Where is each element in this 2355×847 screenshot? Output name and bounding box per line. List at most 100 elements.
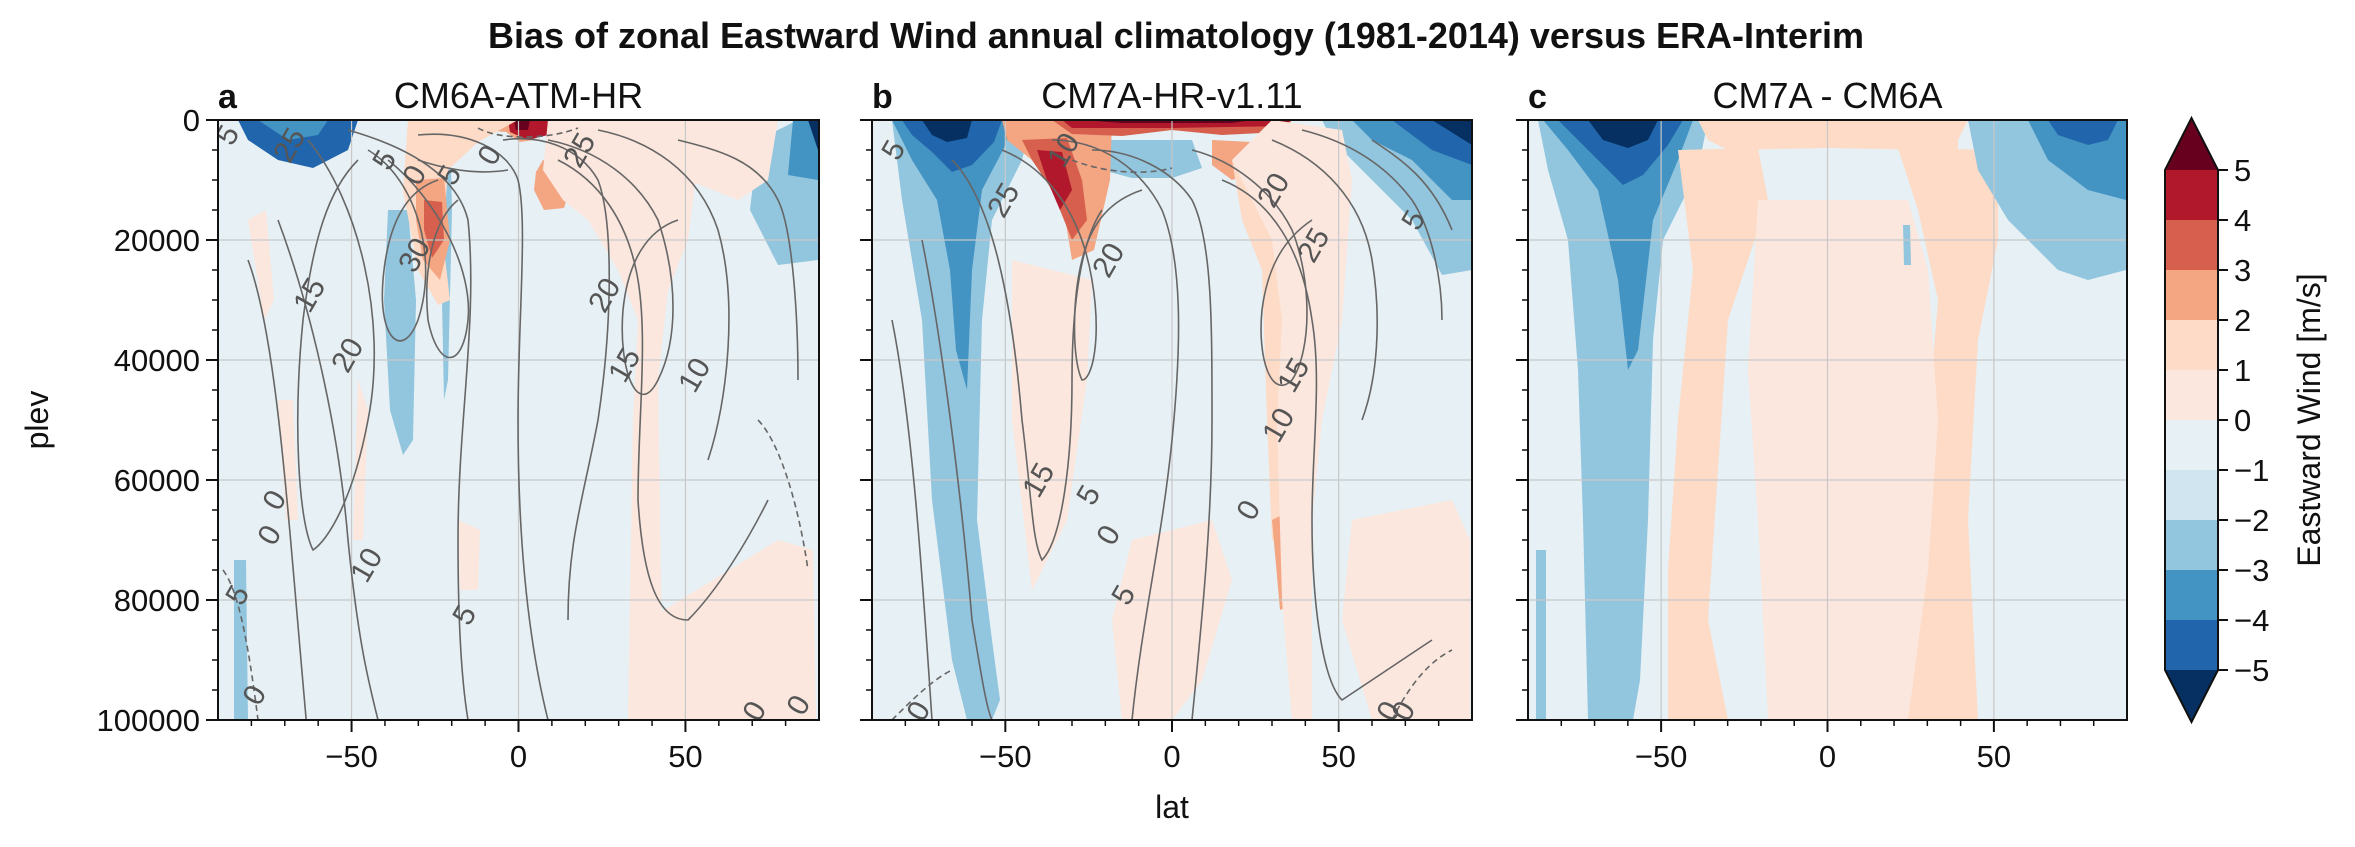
colorbar-segment xyxy=(2165,370,2218,421)
filled-contours xyxy=(892,120,1472,720)
filled-contour-region xyxy=(2048,120,2118,145)
colorbar-segment xyxy=(2165,320,2218,371)
colorbar-segment xyxy=(2165,220,2218,271)
colorbar-segment xyxy=(2165,470,2218,521)
contour-lines xyxy=(891,129,1453,720)
y-tick-label: 100000 xyxy=(97,703,200,738)
colorbar-segment xyxy=(2165,170,2218,221)
colorbar-segment xyxy=(2165,420,2218,471)
x-tick-label: 0 xyxy=(1163,739,1180,774)
filled-contour-region xyxy=(1588,120,1658,148)
colorbar-segment xyxy=(2165,620,2218,671)
filled-contour-region xyxy=(788,120,818,180)
filled-contour-region xyxy=(892,120,1012,390)
filled-contour-region xyxy=(258,120,328,140)
filled-contour-region xyxy=(1528,545,1536,720)
filled-contour-region xyxy=(1432,120,1472,145)
panel-title: CM6A-ATM-HR xyxy=(394,75,643,116)
x-tick-label: 50 xyxy=(668,739,702,774)
filled-contour-region xyxy=(1903,225,1911,265)
filled-contour-region xyxy=(1232,120,1352,720)
filled-contour-region xyxy=(1037,150,1072,210)
contour-line xyxy=(891,319,933,720)
contour-line xyxy=(387,159,470,359)
contour-line xyxy=(1301,129,1443,321)
colorbar-tick-label: 0 xyxy=(2234,403,2251,438)
filled-contour-region xyxy=(1748,200,1938,720)
axes: −50 0 50 xyxy=(860,119,1440,774)
filled-contour-region xyxy=(278,400,298,520)
filled-contour-region xyxy=(922,120,972,142)
contour-line xyxy=(891,669,953,720)
contour-line xyxy=(1191,149,1313,387)
filled-contour-region xyxy=(424,200,444,258)
colorbar-extend-top xyxy=(2165,118,2218,170)
filled-contour-region xyxy=(238,120,358,168)
filled-contour-region xyxy=(1558,120,1683,185)
contour-line xyxy=(477,127,579,138)
contour-line xyxy=(921,239,993,720)
gridlines xyxy=(872,120,1472,720)
x-axis-label: lat xyxy=(1155,789,1189,825)
colorbar-tick-label: −1 xyxy=(2234,453,2269,488)
filled-contour-region xyxy=(1668,148,1768,720)
contour-lines xyxy=(222,127,809,720)
colorbar-segment xyxy=(2165,520,2218,571)
contour-line xyxy=(367,149,439,342)
x-tick-label: −50 xyxy=(325,739,378,774)
filled-contour-region xyxy=(353,380,368,540)
contour-line xyxy=(1001,149,1143,381)
filled-contour-region xyxy=(1938,220,1978,330)
contour-line xyxy=(1071,159,1173,173)
panel-c: −50 0 50 c CM7A - CM6A xyxy=(1516,75,2128,774)
filled-contour-region xyxy=(1538,120,1708,720)
colorbar-tick-label: 5 xyxy=(2234,153,2251,188)
contour-line xyxy=(557,159,769,621)
colorbar-tick-label: −2 xyxy=(2234,503,2269,538)
contour-line xyxy=(347,129,472,720)
colorbar-tick-label: −5 xyxy=(2234,653,2269,688)
y-tick-label: 20000 xyxy=(114,223,200,258)
contour-line xyxy=(297,139,376,552)
contour-line xyxy=(1051,139,1180,720)
contour-line xyxy=(502,138,611,621)
contour-line xyxy=(597,129,730,461)
y-tick-label: 0 xyxy=(183,103,200,138)
panel-title: CM7A-HR-v1.11 xyxy=(1041,75,1302,116)
filled-contour-region xyxy=(902,120,1002,172)
panel-letter: a xyxy=(218,78,238,116)
colorbar-tick-label: −4 xyxy=(2234,603,2269,638)
x-tick-label: 50 xyxy=(1321,739,1355,774)
panel-letter: c xyxy=(1528,78,1547,116)
x-tick-label: −50 xyxy=(979,739,1032,774)
filled-contour-region xyxy=(248,210,274,320)
colorbar-tick-label: 4 xyxy=(2234,203,2251,238)
filled-contour-region xyxy=(514,120,530,130)
colorbar: 5 4 3 2 1 0 −1 −2 −3 −4 −5 Eastward Wind [m/s] xyxy=(2164,115,2327,725)
contour-line xyxy=(757,419,809,571)
filled-contour-region xyxy=(808,120,818,150)
colorbar-tick-label: 3 xyxy=(2234,253,2251,288)
y-tick-label: 80000 xyxy=(114,583,200,618)
contour-line xyxy=(1271,139,1378,421)
y-tick-label: 60000 xyxy=(114,463,200,498)
x-tick-label: −50 xyxy=(1635,739,1688,774)
contour-line xyxy=(277,219,379,720)
panel-letter: b xyxy=(872,78,893,116)
contour-line xyxy=(247,259,308,720)
filled-contour-region xyxy=(543,120,698,720)
filled-contour-region xyxy=(1543,120,1693,370)
y-axis-label: plev xyxy=(19,391,55,450)
contour-line xyxy=(417,159,509,173)
filled-contour-region xyxy=(1342,500,1470,720)
contour-line xyxy=(677,139,799,381)
contour-line xyxy=(1221,179,1433,702)
contour-line xyxy=(417,133,549,720)
x-tick-label: 0 xyxy=(510,739,527,774)
filled-contour-region xyxy=(1698,120,1968,160)
contour-line xyxy=(1091,149,1213,720)
